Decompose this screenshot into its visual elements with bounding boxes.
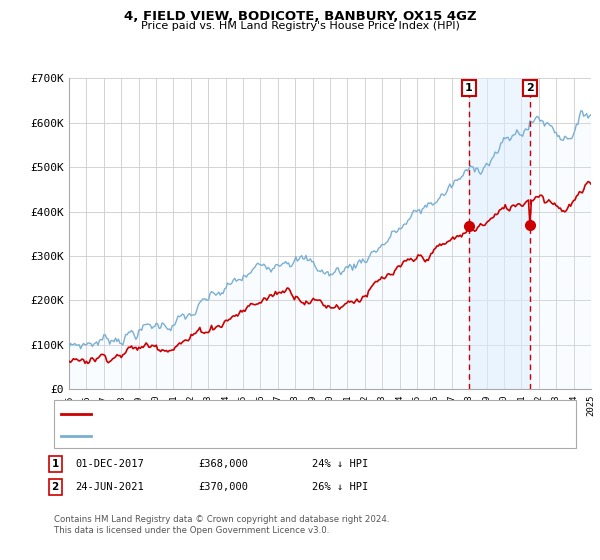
Text: 4, FIELD VIEW, BODICOTE, BANBURY, OX15 4GZ: 4, FIELD VIEW, BODICOTE, BANBURY, OX15 4… <box>124 10 476 23</box>
Text: 1: 1 <box>465 83 473 93</box>
Text: Price paid vs. HM Land Registry's House Price Index (HPI): Price paid vs. HM Land Registry's House … <box>140 21 460 31</box>
Text: 1: 1 <box>52 459 59 469</box>
Text: 26% ↓ HPI: 26% ↓ HPI <box>312 482 368 492</box>
Text: 2: 2 <box>52 482 59 492</box>
Text: HPI: Average price, detached house, Cherwell: HPI: Average price, detached house, Cher… <box>97 431 320 441</box>
Text: £368,000: £368,000 <box>198 459 248 469</box>
Text: £370,000: £370,000 <box>198 482 248 492</box>
Text: 01-DEC-2017: 01-DEC-2017 <box>75 459 144 469</box>
Text: 2: 2 <box>526 83 534 93</box>
Bar <box>469 78 530 389</box>
Text: 24-JUN-2021: 24-JUN-2021 <box>75 482 144 492</box>
Text: Contains HM Land Registry data © Crown copyright and database right 2024.
This d: Contains HM Land Registry data © Crown c… <box>54 515 389 535</box>
Text: 4, FIELD VIEW, BODICOTE, BANBURY, OX15 4GZ (detached house): 4, FIELD VIEW, BODICOTE, BANBURY, OX15 4… <box>97 409 421 419</box>
Text: 24% ↓ HPI: 24% ↓ HPI <box>312 459 368 469</box>
